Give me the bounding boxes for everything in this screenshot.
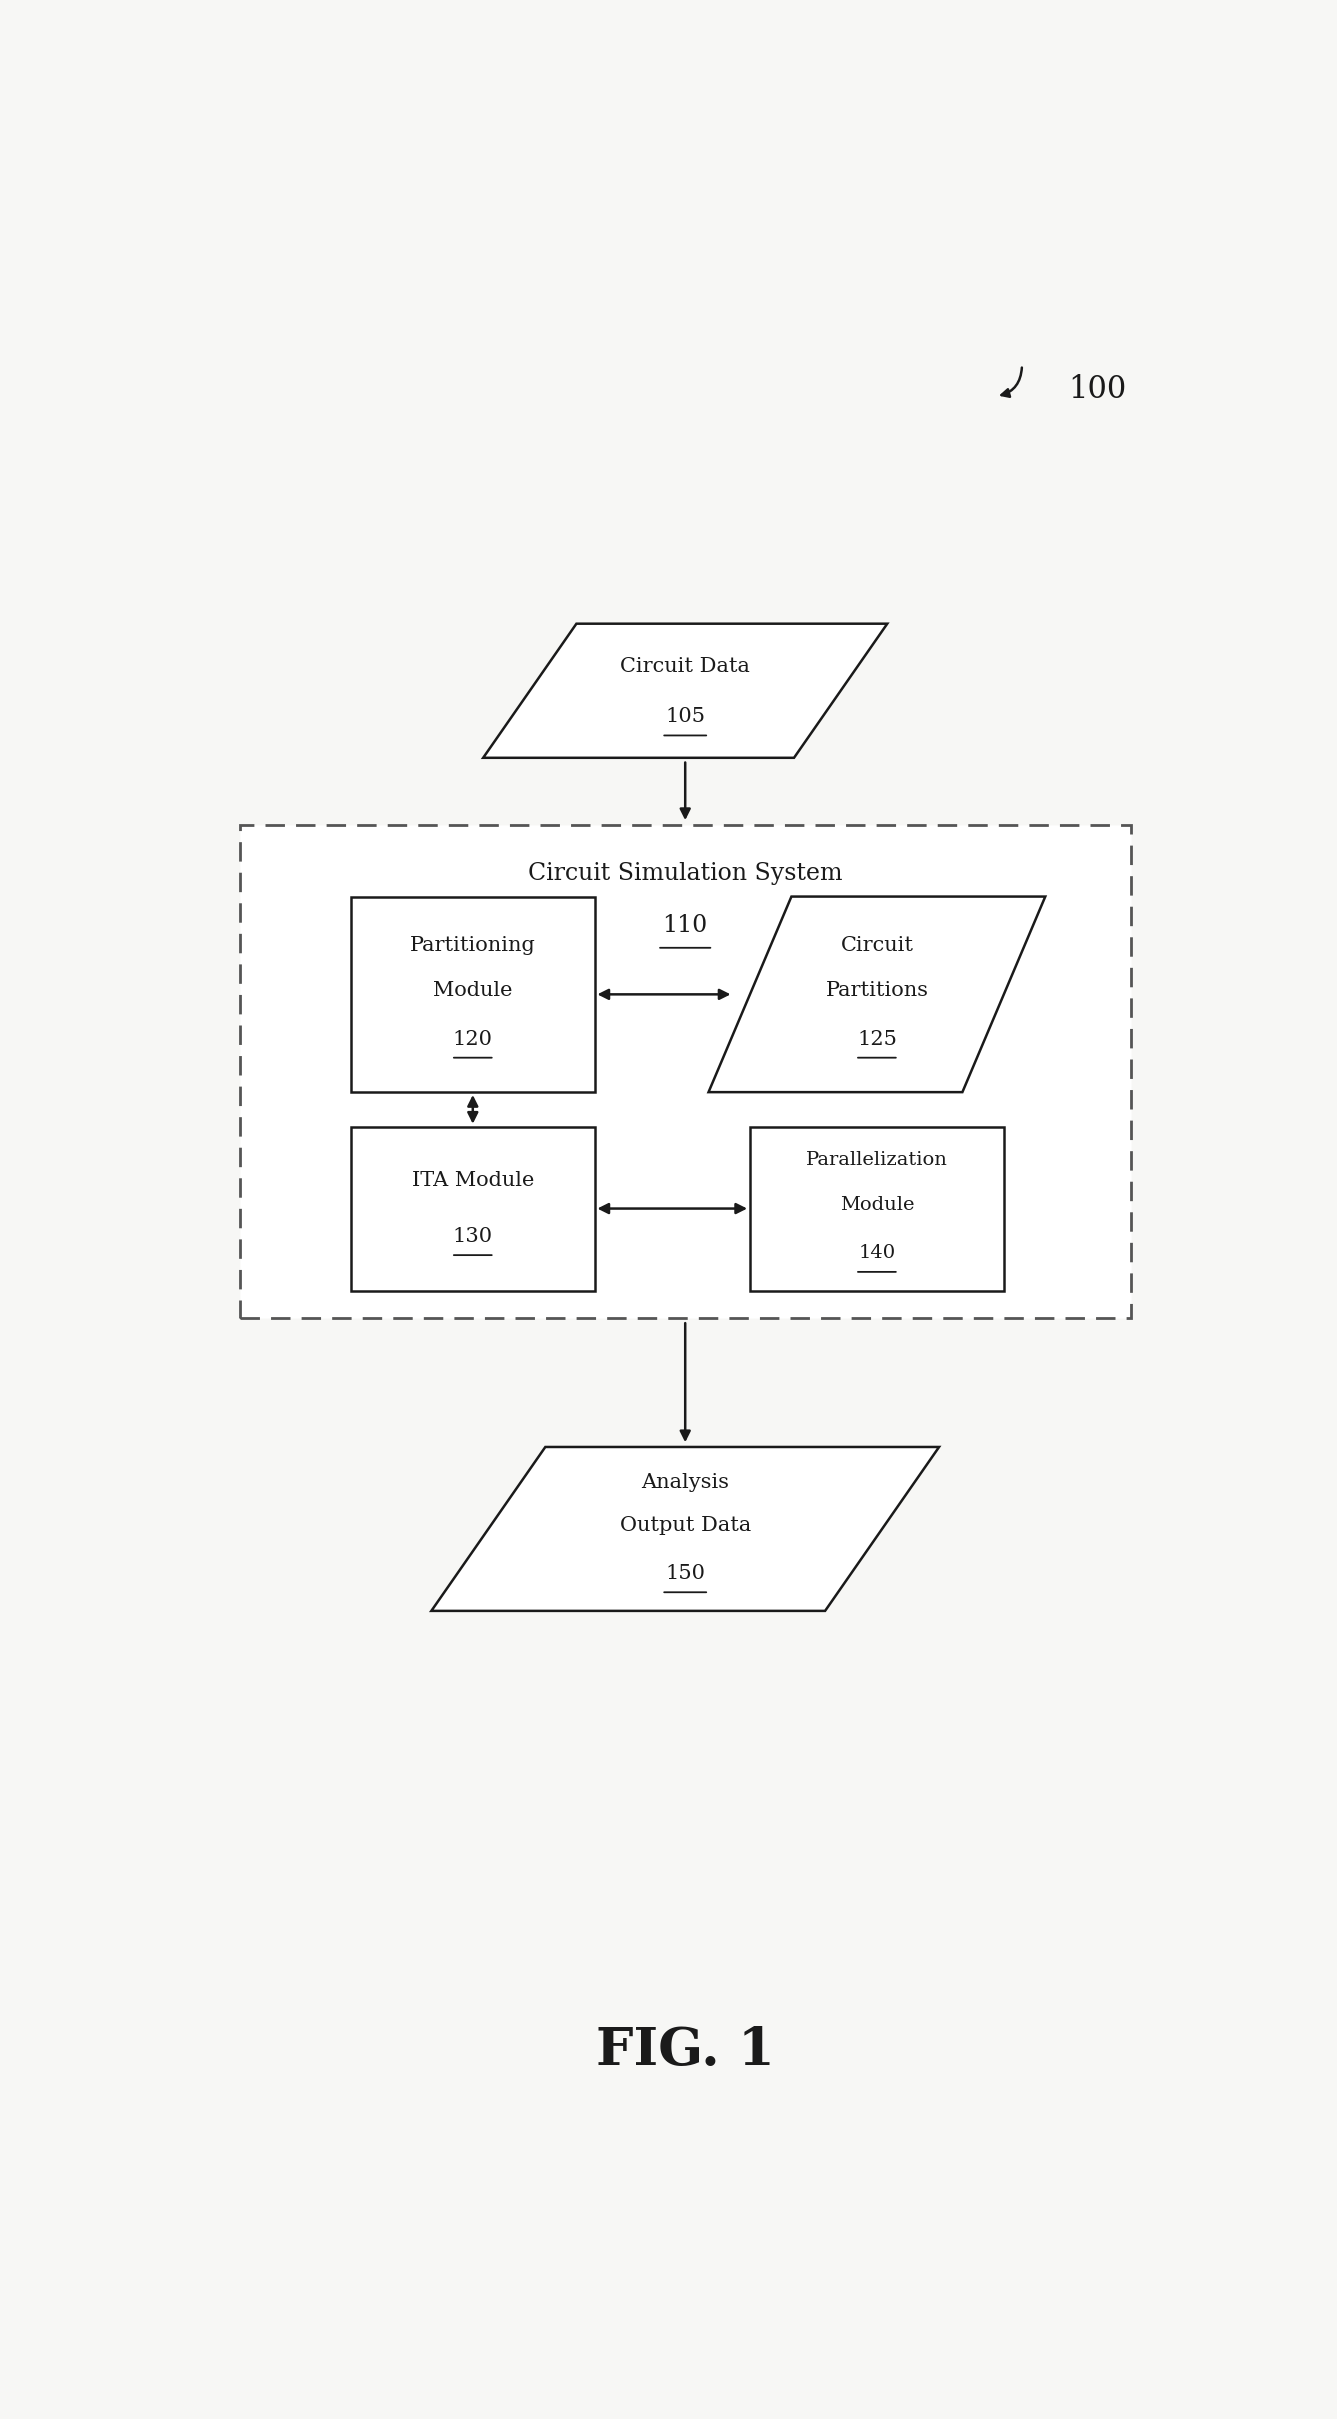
Text: Module: Module (433, 982, 512, 999)
Text: FIG. 1: FIG. 1 (596, 2025, 774, 2076)
Polygon shape (432, 1447, 939, 1611)
Bar (352, 1127, 595, 1289)
Polygon shape (709, 897, 1046, 1091)
Text: Partitions: Partitions (825, 982, 928, 999)
Text: Partitioning: Partitioning (410, 936, 536, 956)
Text: Output Data: Output Data (619, 1517, 751, 1534)
Text: Analysis: Analysis (642, 1473, 729, 1493)
Text: Module: Module (840, 1195, 915, 1214)
Text: Circuit Data: Circuit Data (620, 658, 750, 675)
Bar (750, 1127, 1004, 1289)
Text: 110: 110 (663, 914, 707, 936)
Text: ITA Module: ITA Module (412, 1171, 533, 1190)
Text: 150: 150 (666, 1565, 705, 1582)
Text: 125: 125 (857, 1030, 897, 1047)
Bar (239, 825, 1131, 1318)
FancyArrowPatch shape (1001, 368, 1021, 397)
Text: 130: 130 (453, 1226, 493, 1246)
Bar (352, 897, 595, 1091)
Polygon shape (483, 624, 888, 757)
Text: Circuit Simulation System: Circuit Simulation System (528, 861, 842, 885)
Text: Parallelization: Parallelization (806, 1151, 948, 1168)
Text: 100: 100 (1068, 375, 1127, 404)
Text: 120: 120 (453, 1030, 493, 1047)
Text: 105: 105 (666, 706, 705, 726)
Text: 140: 140 (858, 1243, 896, 1263)
Text: Circuit: Circuit (841, 936, 913, 956)
